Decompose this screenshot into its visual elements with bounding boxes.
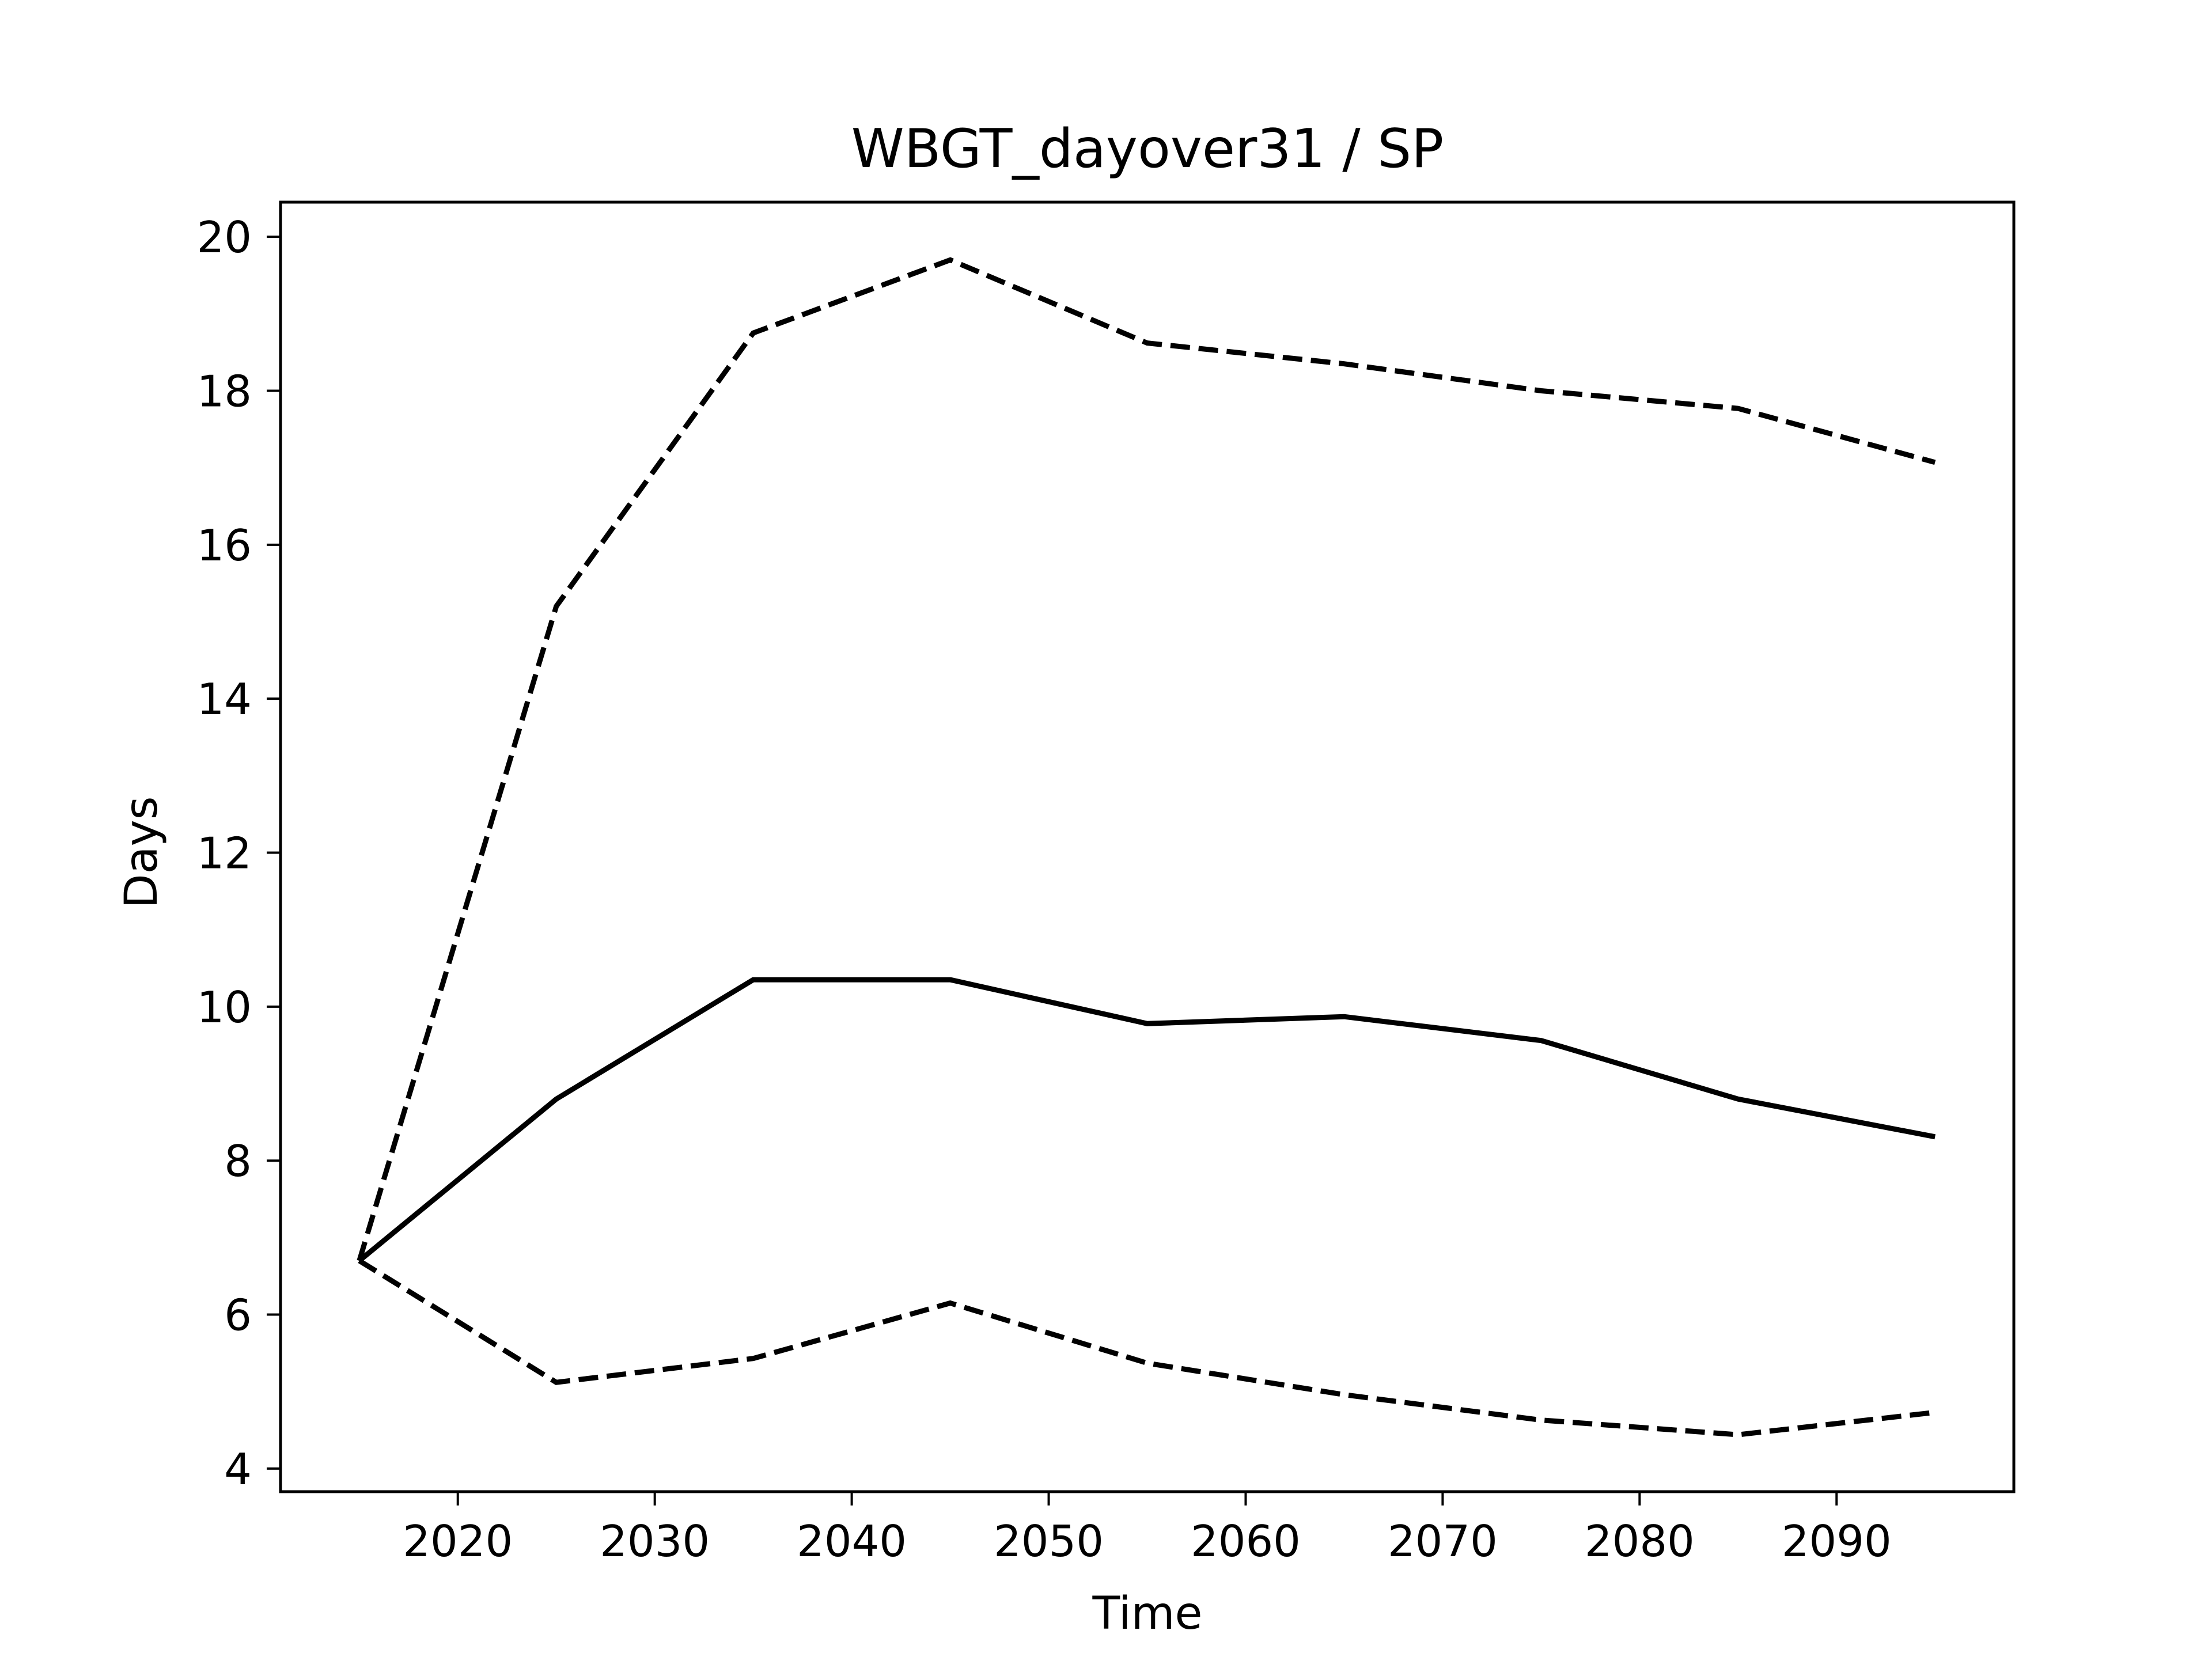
x-tick-label: 2070 xyxy=(1388,1516,1498,1567)
x-tick-label: 2090 xyxy=(1782,1516,1892,1567)
y-tick-label: 14 xyxy=(197,674,252,725)
x-tick-label: 2040 xyxy=(797,1516,907,1567)
x-tick-label: 2020 xyxy=(403,1516,513,1567)
y-tick-label: 4 xyxy=(224,1444,252,1495)
x-tick-label: 2080 xyxy=(1585,1516,1695,1567)
chart-title: WBGT_dayover31 / SP xyxy=(851,117,1444,180)
y-axis: 4 6 8 10 12 14 16 18 20 xyxy=(197,212,281,1495)
y-axis-label: Days xyxy=(116,797,168,909)
x-tick-label: 2060 xyxy=(1191,1516,1301,1567)
series-line-dashed-upper xyxy=(357,257,1936,1262)
series-line-solid xyxy=(357,977,1936,1263)
plot-frame xyxy=(279,200,2016,1493)
plot-area xyxy=(279,200,2016,1493)
x-tick-label: 2050 xyxy=(994,1516,1104,1567)
y-tick-label: 18 xyxy=(197,366,252,416)
x-tick-label: 2030 xyxy=(600,1516,710,1567)
y-tick-label: 8 xyxy=(224,1136,252,1186)
x-axis-label: Time xyxy=(1092,1588,1203,1640)
y-tick-label: 6 xyxy=(224,1290,252,1341)
series-layer xyxy=(357,257,1936,1438)
series-line-dashed-lower xyxy=(358,1258,1936,1438)
y-tick-label: 12 xyxy=(197,828,252,879)
x-axis: 2020 2030 2040 2050 2060 2070 2080 2090 xyxy=(403,1492,1892,1567)
y-tick-label: 20 xyxy=(197,212,252,263)
y-tick-label: 10 xyxy=(197,982,252,1033)
y-tick-label: 16 xyxy=(197,520,252,571)
